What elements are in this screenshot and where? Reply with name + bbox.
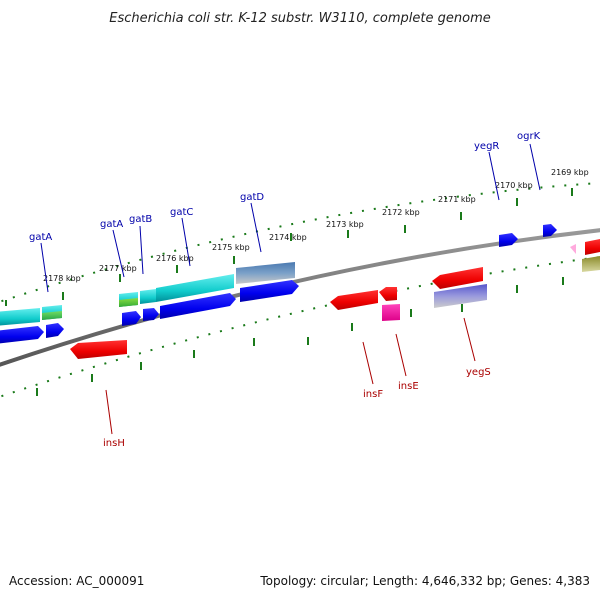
gene-label-insE[interactable]: insE: [398, 381, 419, 392]
tick-label: 2178 kbp: [43, 274, 81, 283]
gene-block[interactable]: [70, 340, 127, 359]
gene-block[interactable]: [585, 239, 600, 255]
tick-label: 2173 kbp: [326, 220, 364, 229]
reverse-gene-labels: insH insF insE yegS: [103, 367, 491, 449]
gene-block[interactable]: [236, 262, 295, 284]
forward-major-ticks: [5, 188, 573, 306]
gene-label-insF[interactable]: insF: [363, 389, 383, 400]
gene-label-gatC[interactable]: gatC: [170, 207, 193, 218]
gene-block[interactable]: [499, 233, 518, 247]
tick-label: 2174 kbp: [269, 233, 307, 242]
gene-block[interactable]: [582, 256, 600, 272]
gene-label-yegS[interactable]: yegS: [466, 367, 491, 378]
genome-summary-text: Topology: circular; Length: 4,646,332 bp…: [260, 574, 590, 588]
gene-block[interactable]: [160, 293, 236, 319]
tick-label: 2175 kbp: [212, 243, 250, 252]
forward-gene-labels: gatA gatA gatB gatC gatD yegR ogrK: [29, 131, 541, 243]
gene-block[interactable]: [543, 224, 557, 237]
reverse-leaders: [105, 317, 476, 435]
gene-block[interactable]: [432, 267, 483, 289]
tick-label: 2170 kbp: [495, 181, 533, 190]
reverse-major-ticks: [36, 277, 564, 396]
tick-label: 2177 kbp: [99, 264, 137, 273]
gene-block[interactable]: [122, 311, 141, 326]
gene-block[interactable]: [140, 289, 156, 304]
gene-label-gatA[interactable]: gatA: [100, 219, 123, 230]
gene-block[interactable]: [0, 326, 44, 344]
tick-label: 2176 kbp: [156, 254, 194, 263]
gene-block[interactable]: [119, 298, 138, 307]
tick-label: 2169 kbp: [551, 168, 589, 177]
tick-label: 2171 kbp: [438, 195, 476, 204]
gene-label-ogrK[interactable]: ogrK: [517, 131, 541, 142]
tick-labels: 2178 kbp 2177 kbp 2176 kbp 2175 kbp 2174…: [43, 168, 589, 283]
gene-label-gatB[interactable]: gatB: [129, 214, 152, 225]
gene-block[interactable]: [240, 280, 299, 302]
gene-block[interactable]: [570, 244, 576, 254]
gene-block[interactable]: [382, 304, 400, 321]
tick-label: 2172 kbp: [382, 208, 420, 217]
gene-block[interactable]: [46, 323, 64, 338]
gene-label-insH[interactable]: insH: [103, 438, 125, 449]
gene-label-gatA[interactable]: gatA: [29, 232, 52, 243]
gene-label-yegR[interactable]: yegR: [474, 141, 499, 152]
reverse-tick-track: [0, 256, 600, 398]
reverse-features: [70, 267, 487, 359]
map-title: Escherichia coli str. K-12 substr. W3110…: [109, 11, 490, 26]
gene-block[interactable]: [379, 287, 397, 301]
gene-block[interactable]: [42, 311, 62, 320]
forward-leaders: [40, 143, 541, 293]
gene-label-gatD[interactable]: gatD: [240, 192, 264, 203]
gene-block[interactable]: [330, 290, 378, 310]
gene-block[interactable]: [0, 308, 40, 326]
forward-features: [0, 224, 600, 344]
gene-block[interactable]: [434, 284, 487, 308]
gene-block[interactable]: [143, 308, 159, 321]
accession-text: Accession: AC_000091: [9, 574, 145, 588]
gene-block[interactable]: [156, 274, 234, 302]
chromosome-backbone: [0, 228, 600, 367]
